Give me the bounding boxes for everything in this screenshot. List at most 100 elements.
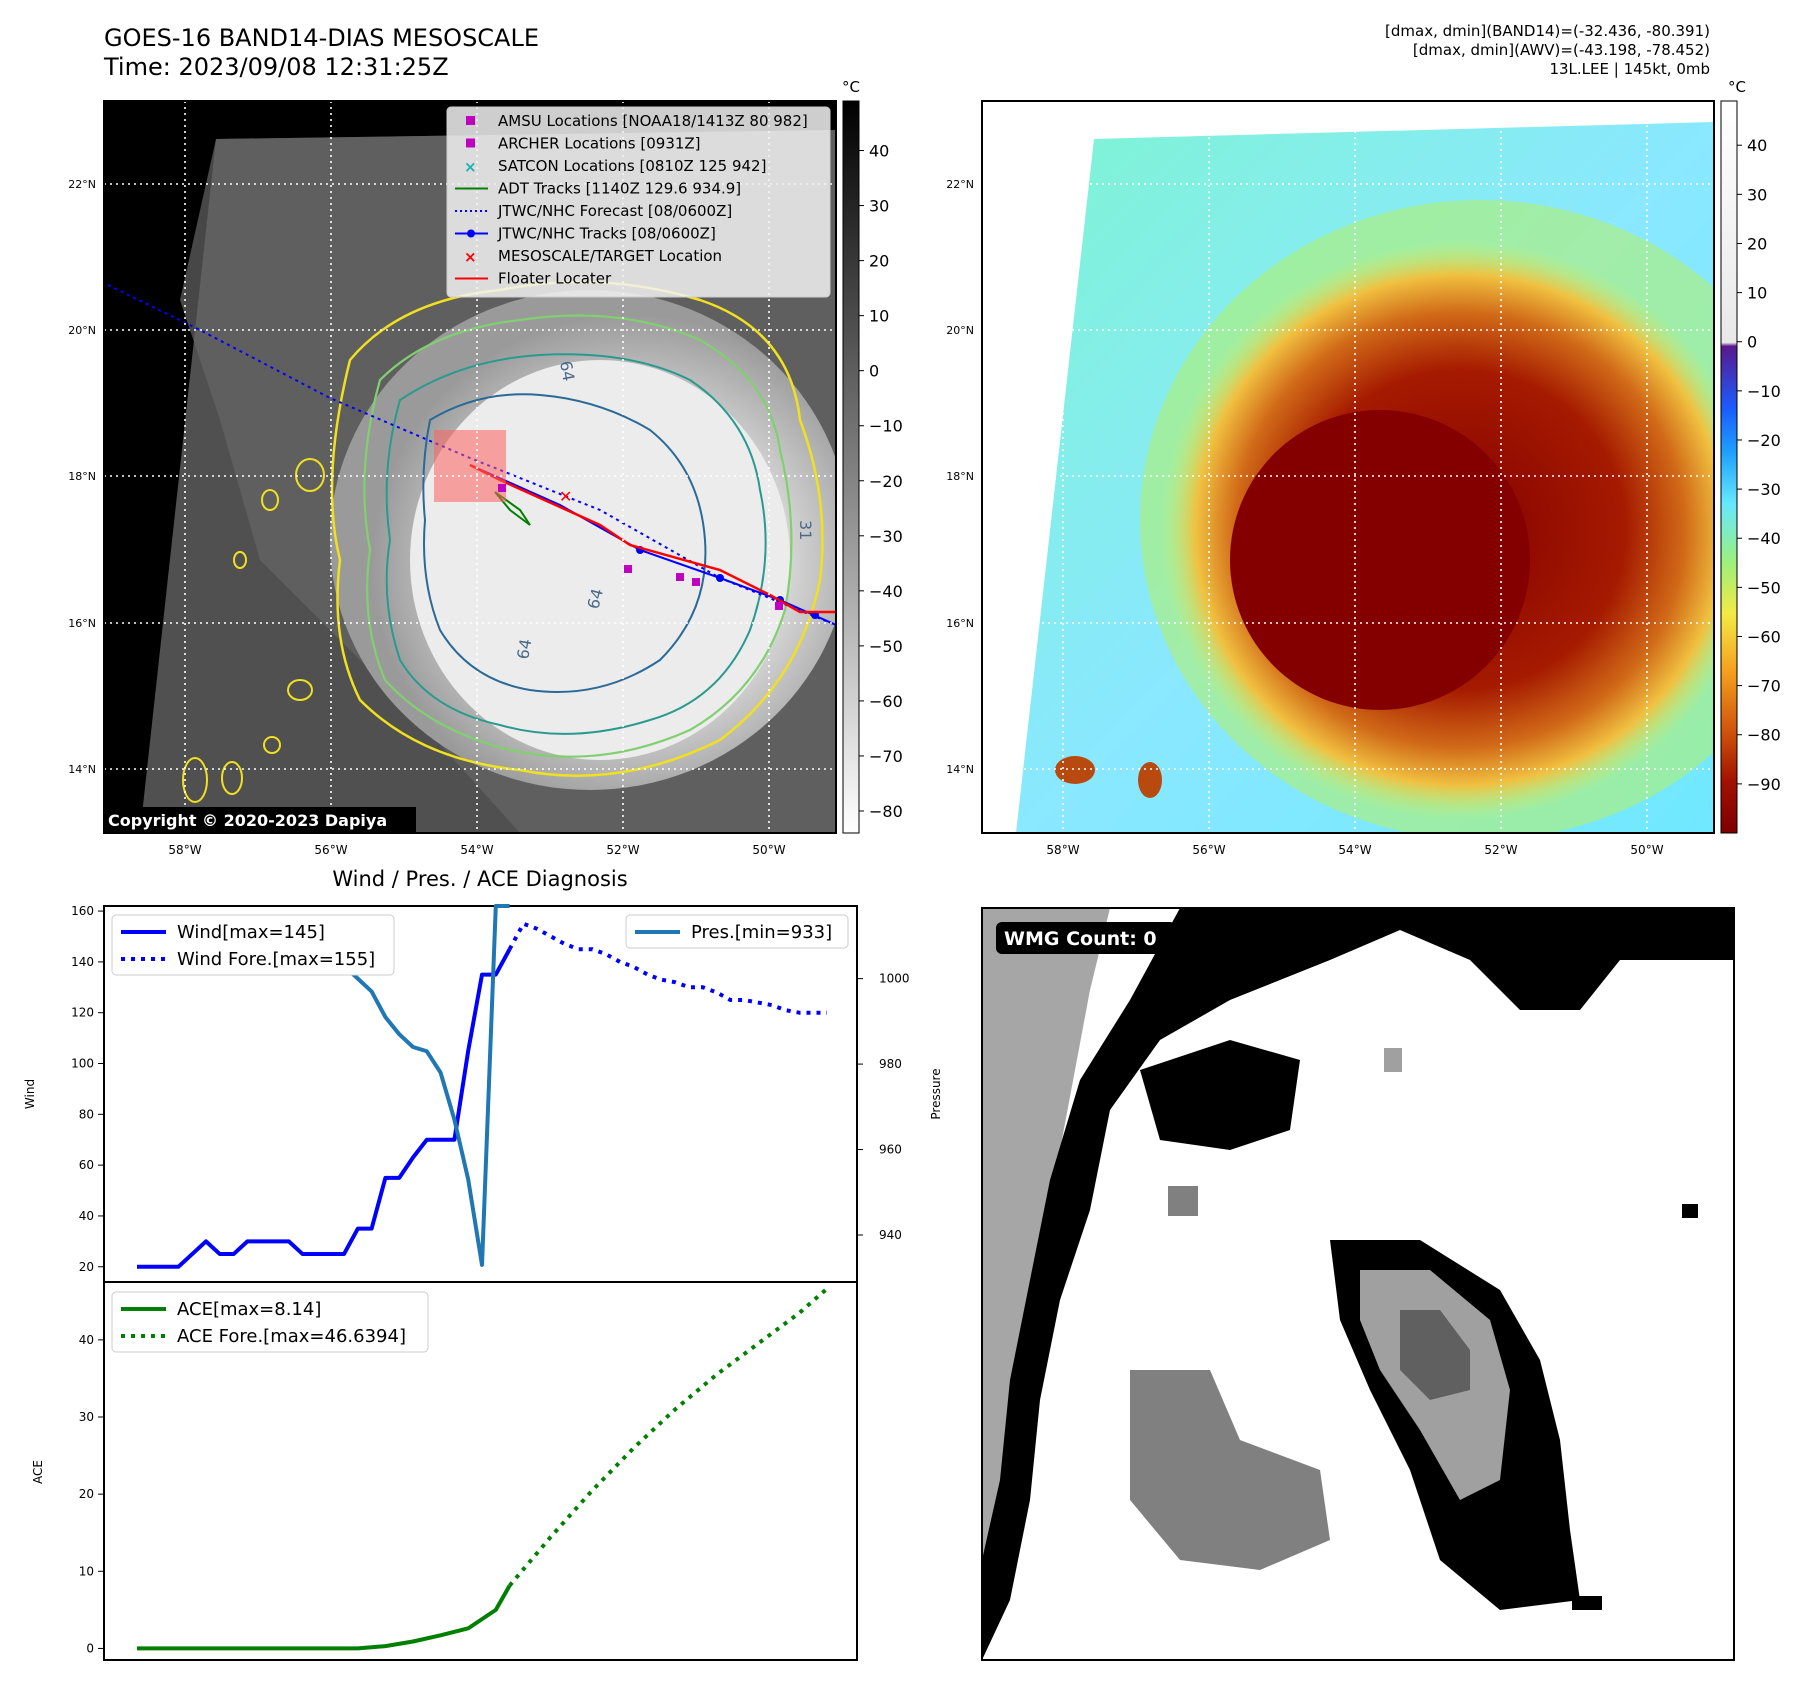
- lon-label-0-0: 58°W: [168, 843, 201, 857]
- colorbar-tick-label-10: −60: [869, 692, 903, 711]
- mesoscale-box: [434, 430, 506, 502]
- ytick-label-2: 60: [79, 1158, 94, 1172]
- y2tick-label-2: 980: [879, 1057, 902, 1071]
- colorbar-tick-label-3: 10: [1747, 284, 1767, 303]
- ace-axis-label: ACE: [31, 1460, 45, 1484]
- y2tick-label-0: 940: [879, 1228, 902, 1242]
- contour-label-3: 64: [513, 637, 535, 660]
- color-enhanced-map-panel: [982, 101, 1714, 833]
- figure-title: GOES-16 BAND14-DIAS MESOSCALE Time: 2023…: [104, 24, 539, 82]
- chart-legend-label-1: Wind Fore.[max=155]: [177, 949, 375, 970]
- legend-label-7: Floater Locater: [498, 270, 612, 288]
- legend-marker-1: [466, 138, 475, 148]
- wmg-black-island: [1140, 1040, 1300, 1150]
- lon-label-0-4: 50°W: [752, 843, 785, 857]
- ytick-label-3: 30: [79, 1410, 94, 1424]
- lat-label-1-2: 18°N: [946, 470, 974, 483]
- ytick-label-7: 160: [71, 904, 94, 918]
- lon-label-1-2: 54°W: [1338, 843, 1371, 857]
- wmg-eye: [1400, 1310, 1470, 1400]
- series-line-1: [507, 921, 827, 1015]
- ytick-label-5: 120: [71, 1006, 94, 1020]
- chart-legend-label-0: ACE[max=8.14]: [177, 1299, 321, 1320]
- wmg-grey-square-1: [1168, 1186, 1198, 1216]
- right-colorbar: °C 40 30 20 10 0 −10 −20 −30 −40 −50 −60 −70 −80 −90: [1720, 78, 1781, 834]
- legend-marker-0: [466, 116, 475, 125]
- colorbar-tick-label-5: −10: [1747, 382, 1781, 401]
- ytick-label-1: 40: [79, 1209, 94, 1223]
- legend-label-1: ARCHER Locations [0931Z]: [498, 135, 701, 153]
- right-colorbar-unit: °C: [1728, 78, 1746, 96]
- colorbar-tick-label-4: 0: [1747, 333, 1757, 352]
- ytick-label-0: 0: [86, 1641, 94, 1655]
- legend-marker-dot-5: [467, 229, 475, 238]
- wmg-frame: [981, 907, 1735, 1661]
- cold-core: [1230, 410, 1530, 710]
- colorbar-tick-label-7: −30: [869, 527, 903, 546]
- color-convective-spots: [1055, 756, 1162, 798]
- lat-label-0-4: 14°N: [68, 763, 96, 776]
- floater-locater: [469, 463, 836, 614]
- colorbar-tick-label-8: −40: [1747, 529, 1781, 548]
- ytick-label-0: 20: [79, 1260, 94, 1274]
- colorbar-tick-label-7: −30: [1747, 480, 1781, 499]
- wmg-grey-region: [982, 908, 1110, 1660]
- lon-label-1-0: 58°W: [1046, 843, 1079, 857]
- best-track: [469, 464, 836, 626]
- lon-label-1-1: 56°W: [1192, 843, 1225, 857]
- contour-green: [363, 314, 793, 758]
- colorbar-tick-label-12: −80: [1747, 726, 1781, 745]
- contour-label-2: 64: [556, 359, 578, 382]
- lat-label-0-2: 18°N: [68, 470, 96, 483]
- legend-label-2: SATCON Locations [0810Z 125 942]: [498, 157, 766, 175]
- wmg-panel: [982, 908, 1734, 1660]
- colorbar-tick-label-9: −50: [1747, 578, 1781, 597]
- target-location-marker: ✕: [559, 487, 572, 506]
- adt-track: [494, 491, 531, 526]
- chart-legend-label-0: Pres.[min=933]: [691, 922, 832, 943]
- lon-label-1-3: 52°W: [1484, 843, 1517, 857]
- series-line-0: [137, 1584, 512, 1651]
- colorbar-tick-label-2: 20: [869, 252, 889, 271]
- chart-legend-box: [625, 914, 849, 949]
- lon-label-1-4: 50°W: [1630, 843, 1663, 857]
- ytick-label-6: 140: [71, 955, 94, 969]
- colorbar-tick-label-3: 10: [869, 307, 889, 326]
- colorbar-tick-label-6: −20: [869, 472, 903, 491]
- colorbar-tick-label-0: 40: [1747, 136, 1767, 155]
- left-colorbar-bar: [842, 100, 860, 834]
- wmg-grey-blob: [1130, 1370, 1330, 1570]
- diagnosis-chart-title: Wind / Pres. / ACE Diagnosis: [332, 867, 627, 891]
- contour-blue: [422, 393, 707, 693]
- left-colorbar: °C 40 30 20 10 0 −10 −20 −30 −40 −50 −60 −70 −80: [842, 78, 903, 834]
- lat-label-0-0: 22°N: [68, 178, 96, 191]
- ace-chart: 0 10 20 30 40 ACE[max=8.14] ACE Fore.[max=46.6…: [79, 1281, 858, 1661]
- right-colorbar-bar: [1720, 100, 1738, 834]
- ytick-label-2: 20: [79, 1487, 94, 1501]
- legend-label-5: JTWC/NHC Tracks [08/0600Z]: [497, 225, 716, 243]
- chart-legend-box: [111, 914, 395, 976]
- legend-box: [446, 106, 831, 298]
- amsu-archer-markers: [498, 484, 783, 610]
- legend-label-3: ADT Tracks [1140Z 129.6 934.9]: [498, 180, 741, 198]
- wmg-grey-square-2: [1384, 1048, 1402, 1072]
- info-line-awv: [dmax, dmin](AWV)=(-43.198, -78.452): [1412, 41, 1710, 59]
- ytick-label-4: 100: [71, 1057, 94, 1071]
- colorbar-tick-label-1: 30: [869, 197, 889, 216]
- colorbar-tick-label-1: 30: [1747, 185, 1767, 204]
- colorbar-tick-label-0: 40: [869, 142, 889, 161]
- y2tick-label-1: 960: [879, 1143, 902, 1157]
- legend-label-4: JTWC/NHC Forecast [08/0600Z]: [497, 202, 732, 220]
- copyright-box: [104, 807, 416, 832]
- wmg-black-bar: [1572, 1596, 1602, 1610]
- colorbar-tick-label-4: 0: [869, 362, 879, 381]
- colorbar-tick-label-12: −80: [869, 802, 903, 821]
- colorbar-tick-label-11: −70: [869, 747, 903, 766]
- pressure-axis-label: Pressure: [929, 1068, 943, 1119]
- wmg-count-box: [996, 922, 1176, 954]
- colorbar-tick-label-11: −70: [1747, 677, 1781, 696]
- lat-label-1-0: 22°N: [946, 178, 974, 191]
- convective-spots: [182, 458, 325, 803]
- right-map-frame: [981, 100, 1715, 834]
